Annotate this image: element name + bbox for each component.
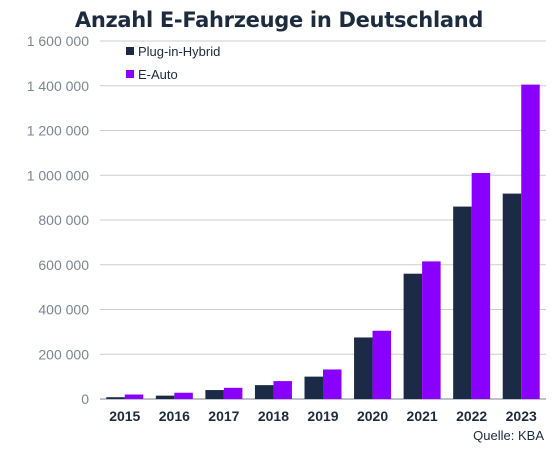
bar-e-auto-2022 (471, 173, 491, 399)
y-tick-label: 0 (81, 391, 89, 407)
x-tick-label: 2019 (307, 408, 338, 424)
y-tick-label: 1 200 000 (27, 123, 89, 139)
x-tick-label: 2016 (159, 408, 190, 424)
bar-plug-in-hybrid-2020 (354, 337, 373, 399)
chart-title: Anzahl E-Fahrzeuge in Deutschland (74, 8, 484, 32)
legend-label-plug-in-hybrid: Plug-in-Hybrid (138, 44, 220, 59)
bar-plug-in-hybrid-2015 (106, 397, 125, 399)
bar-e-auto-2019 (323, 369, 342, 399)
y-tick-label: 600 000 (38, 257, 89, 273)
y-tick-label: 800 000 (38, 212, 89, 228)
bar-e-auto-2018 (273, 381, 292, 399)
legend-swatch-plug-in-hybrid (126, 47, 134, 55)
x-tick-label: 2021 (407, 408, 438, 424)
x-tick-label: 2018 (258, 408, 289, 424)
x-tick-label: 2020 (357, 408, 388, 424)
legend-label-e-auto: E-Auto (138, 67, 178, 82)
x-tick-label: 2017 (208, 408, 239, 424)
source-note: Quelle: KBA (473, 428, 544, 443)
y-tick-label: 400 000 (38, 302, 89, 318)
bar-plug-in-hybrid-2021 (403, 273, 423, 399)
x-tick-label: 2023 (506, 408, 537, 424)
x-tick-label: 2022 (456, 408, 487, 424)
bar-e-auto-2015 (124, 394, 144, 399)
bar-e-auto-2016 (174, 392, 193, 399)
bar-e-auto-2017 (223, 387, 243, 399)
bar-plug-in-hybrid-2016 (155, 395, 175, 399)
bar-plug-in-hybrid-2017 (205, 390, 224, 399)
x-tick-label: 2015 (109, 408, 140, 424)
bar-e-auto-2023 (521, 84, 540, 399)
y-tick-label: 1 400 000 (27, 78, 89, 94)
bar-plug-in-hybrid-2018 (254, 385, 274, 399)
bar-plug-in-hybrid-2023 (502, 193, 522, 399)
y-tick-label: 1 600 000 (27, 33, 89, 49)
bar-e-auto-2021 (422, 261, 441, 399)
bar-e-auto-2020 (372, 330, 392, 399)
bar-plug-in-hybrid-2022 (453, 206, 472, 399)
y-tick-label: 200 000 (38, 346, 89, 362)
y-tick-label: 1 000 000 (27, 167, 89, 183)
legend-swatch-e-auto (126, 70, 134, 78)
bar-plug-in-hybrid-2019 (304, 376, 323, 399)
